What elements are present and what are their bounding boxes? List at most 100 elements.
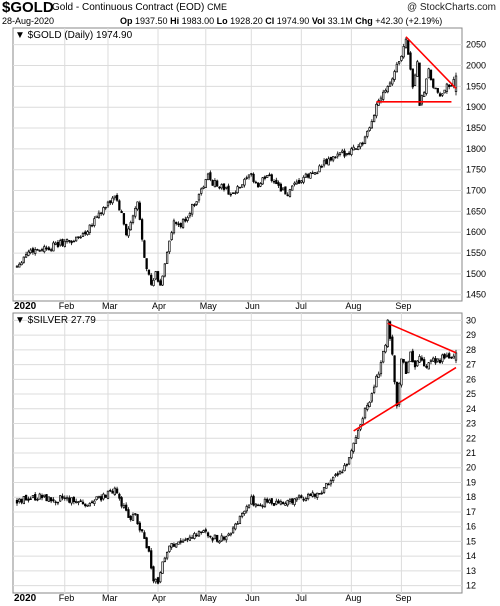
candle-up: [191, 203, 194, 215]
y-tick-label: 16: [466, 522, 476, 532]
chart-header: $GOLD Gold - Continuous Contract (EOD) C…: [2, 0, 498, 26]
candle-up: [152, 279, 155, 287]
candle-down: [125, 224, 128, 236]
candle-up: [59, 495, 62, 502]
y-tick-label: 24: [466, 404, 476, 414]
candle-up: [350, 148, 353, 156]
candle-up: [332, 476, 335, 481]
candle-up: [454, 352, 458, 361]
y-tick-label: 29: [466, 330, 476, 340]
candle-up: [302, 176, 305, 183]
x-tick-label: Feb: [59, 301, 75, 311]
symbol-description: Gold - Continuous Contract (EOD) CME: [52, 2, 227, 13]
candle-up: [97, 212, 101, 218]
candle-up: [409, 351, 412, 363]
y-tick-label: 25: [466, 389, 476, 399]
candle-up: [70, 497, 73, 504]
candle-down: [136, 514, 139, 525]
candle-up: [54, 242, 57, 245]
candle-down: [84, 231, 87, 235]
candle-up: [332, 156, 335, 161]
candle-down: [49, 249, 53, 251]
candle-up: [443, 89, 446, 94]
candle-down: [222, 536, 226, 540]
candle-up: [241, 513, 244, 517]
candle-up: [413, 74, 417, 86]
candle-up: [163, 263, 166, 277]
candle-up: [254, 503, 257, 507]
candle-down: [195, 534, 198, 537]
candle-up: [288, 189, 292, 197]
candle-up: [47, 496, 50, 502]
y-tick-label: 12: [466, 581, 476, 591]
candle-up: [363, 136, 367, 144]
candle-up: [163, 557, 166, 562]
candle-up: [386, 319, 389, 347]
candle-up: [122, 505, 126, 508]
candle-up: [452, 355, 455, 359]
candle-down: [272, 180, 276, 183]
candle-up: [352, 146, 355, 151]
candle-down: [184, 218, 187, 222]
candle-up: [423, 92, 426, 97]
candle-up: [220, 184, 223, 189]
cl-value: 1974.90: [276, 16, 310, 26]
candle-down: [152, 566, 155, 582]
candle-up: [111, 197, 114, 204]
y-tick-label: 21: [466, 448, 476, 458]
candle-up: [327, 158, 330, 166]
candle-down: [29, 498, 32, 500]
candle-up: [127, 228, 130, 237]
candle-up: [338, 152, 342, 155]
candle-down: [150, 550, 153, 569]
candle-up: [38, 493, 41, 500]
x-tick-label: Aug: [345, 593, 361, 603]
candle-up: [100, 212, 103, 215]
candle-up: [175, 543, 178, 548]
candle-up: [238, 515, 242, 525]
candle-down: [245, 177, 248, 179]
candle-up: [88, 224, 91, 233]
candle-down: [177, 223, 180, 226]
candle-down: [120, 211, 123, 214]
candle-down: [186, 537, 189, 540]
candle-down: [52, 499, 55, 502]
candle-down: [256, 182, 260, 188]
candle-down: [307, 174, 310, 178]
candle-up: [304, 497, 308, 502]
candle-up: [391, 78, 394, 85]
candle-up: [261, 177, 264, 185]
x-tick-label: Jul: [295, 593, 307, 603]
candle-up: [188, 536, 192, 541]
stockcharts-credit[interactable]: @ StockCharts.com: [406, 2, 496, 13]
chg-label: Chg: [355, 16, 373, 26]
candle-up: [168, 545, 171, 552]
candle-up: [243, 510, 246, 515]
y-tick-label: 1900: [466, 102, 486, 112]
candle-down: [268, 174, 271, 176]
candle-down: [109, 489, 112, 492]
candle-down: [438, 359, 442, 364]
candle-down: [275, 179, 278, 185]
candle-up: [59, 240, 62, 246]
candle-up: [427, 362, 430, 370]
candle-up: [429, 359, 433, 362]
candle-down: [90, 501, 94, 504]
candle-down: [140, 529, 144, 532]
y-tick-label: 17: [466, 507, 476, 517]
candle-up: [434, 87, 437, 90]
candle-down: [27, 498, 30, 501]
candle-up: [43, 494, 46, 497]
candle-up: [95, 215, 98, 219]
candle-down: [420, 357, 424, 361]
candle-up: [366, 404, 369, 410]
x-tick-label: Sep: [395, 301, 411, 311]
candle-down: [138, 522, 141, 531]
candle-up: [136, 201, 139, 210]
candle-up: [275, 500, 278, 505]
y-tick-label: 1850: [466, 123, 486, 133]
candle-up: [384, 344, 387, 353]
candle-down: [175, 221, 178, 224]
candle-up: [293, 182, 296, 185]
candle-up: [106, 201, 110, 207]
